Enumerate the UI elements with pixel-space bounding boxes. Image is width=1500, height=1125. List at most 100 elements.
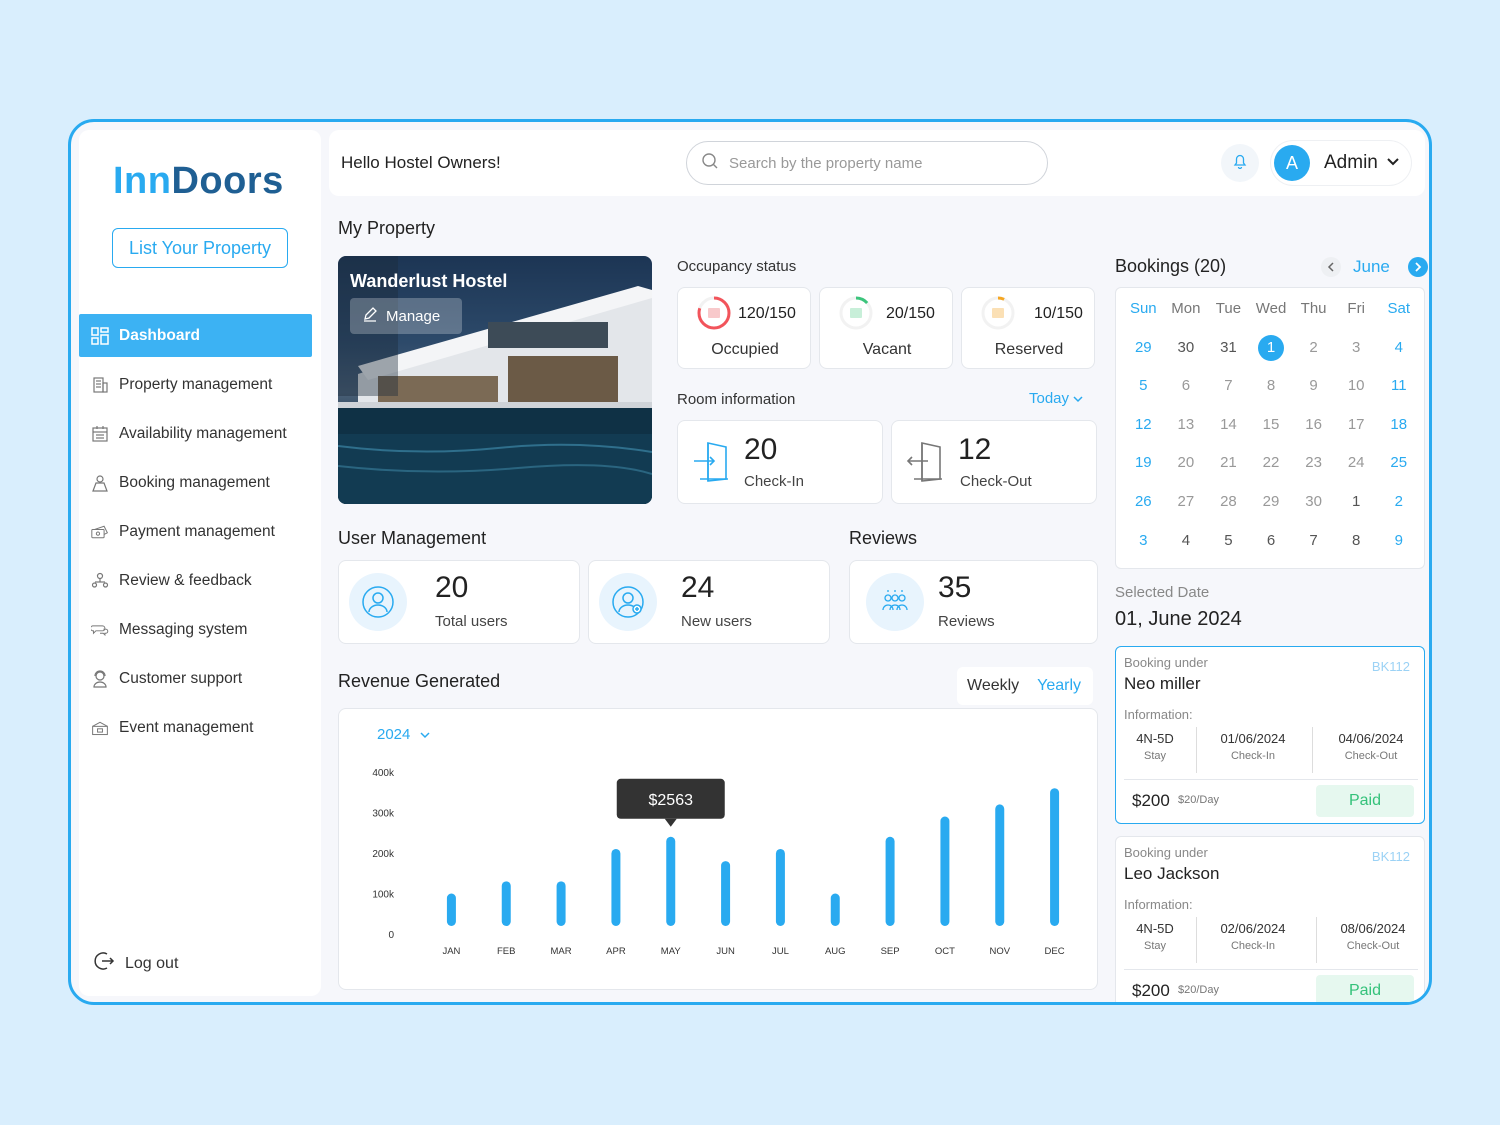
calendar-day[interactable]: 29 (1134, 338, 1152, 356)
calendar-day[interactable]: 2 (1394, 492, 1403, 510)
calendar-day[interactable]: 4 (1181, 531, 1191, 549)
calendar-day[interactable]: 12 (1134, 415, 1152, 433)
calendar-day[interactable]: 14 (1220, 415, 1237, 433)
calendar-day[interactable]: 6 (1181, 377, 1191, 395)
calendar-day[interactable]: 19 (1134, 454, 1152, 472)
reviews-card[interactable]: 35 Reviews (849, 560, 1098, 644)
bar-oct[interactable] (940, 816, 950, 926)
app-frame: InnDoors List Your Property Dashboard Pr… (68, 119, 1432, 1005)
reserved-card[interactable]: 10/150 Reserved (961, 287, 1095, 369)
x-tick-label: MAR (551, 946, 572, 957)
sidebar-item-availability-management[interactable]: Availability management (79, 412, 321, 455)
sidebar-item-property-management[interactable]: Property management (79, 363, 321, 406)
calendar-day[interactable]: 16 (1305, 415, 1322, 433)
calendar-day[interactable]: 24 (1347, 454, 1365, 472)
notification-button[interactable] (1221, 144, 1259, 182)
sidebar-item-event-management[interactable]: Event management (79, 706, 321, 749)
calendar-day[interactable]: 26 (1134, 492, 1152, 510)
checkin-card[interactable]: 20 Check-In (677, 420, 883, 504)
calendar-day[interactable]: 8 (1266, 377, 1276, 395)
calendar-day[interactable]: 28 (1220, 492, 1237, 510)
booking-card[interactable]: Booking under BK112 Leo Jackson Informat… (1115, 836, 1425, 1002)
calendar-day[interactable]: 27 (1177, 492, 1195, 510)
calendar-day[interactable]: 30 (1177, 338, 1195, 356)
next-month-button[interactable] (1408, 257, 1428, 277)
bar-sep[interactable] (885, 836, 895, 926)
calendar-day[interactable]: 6 (1266, 531, 1276, 549)
logout-button[interactable]: Log out (93, 950, 178, 977)
checkin-count: 20 (744, 433, 778, 466)
calendar-day[interactable]: 9 (1394, 531, 1403, 549)
total-users-card[interactable]: 20 Total users (338, 560, 580, 644)
calendar-day[interactable]: 20 (1177, 454, 1195, 472)
calendar-day[interactable]: 2 (1309, 338, 1318, 356)
calendar-day[interactable]: 18 (1390, 415, 1408, 433)
room-filter-dropdown[interactable]: Today (1029, 390, 1083, 407)
reserved-value: 10/150 (1034, 305, 1083, 322)
calendar-grid: Sun Mon Tue Wed Thu Fri Sat 29 30 31 1 2 3 4 5 6 7 8 9 10 11… (1122, 300, 1420, 570)
revenue-chart: 2024 0 100k 200k 300k 400k JAN FEB MAR APR MAY JUN… (338, 708, 1098, 990)
calendar-day[interactable]: 23 (1305, 454, 1322, 472)
booking-card[interactable]: Booking under BK112 Neo miller Informati… (1115, 646, 1425, 824)
checkout-card[interactable]: 12 Check-Out (891, 420, 1097, 504)
list-property-button[interactable]: List Your Property (112, 228, 288, 268)
sidebar-item-payment-management[interactable]: Payment management (79, 510, 321, 553)
building-icon (91, 376, 109, 394)
calendar-day[interactable]: 4 (1394, 338, 1403, 356)
calendar-day[interactable]: 1 (1352, 492, 1361, 510)
property-image[interactable]: Wanderlust Hostel Manage (338, 256, 652, 504)
calendar-day[interactable]: 1 (1250, 334, 1293, 361)
checkin-date: 01/06/2024 Check-In (1220, 731, 1286, 762)
bar-jan[interactable] (446, 893, 456, 927)
bar-nov[interactable] (995, 804, 1005, 926)
sidebar-item-booking-management[interactable]: Booking management (79, 461, 321, 504)
vacant-card[interactable]: 20/150 Vacant (819, 287, 953, 369)
bar-dec[interactable] (1050, 788, 1060, 926)
bar-feb[interactable] (501, 881, 511, 926)
reviews-label: Reviews (938, 613, 995, 630)
calendar-day[interactable]: 8 (1352, 531, 1361, 549)
calendar-day[interactable]: 5 (1139, 377, 1148, 395)
weekday-header: Wed (1255, 300, 1287, 317)
calendar-day[interactable]: 5 (1224, 531, 1233, 549)
calendar-day[interactable]: 3 (1139, 531, 1148, 549)
calendar-day[interactable]: 21 (1220, 454, 1237, 472)
calendar-day[interactable]: 29 (1262, 492, 1280, 510)
search-box[interactable] (686, 141, 1048, 185)
calendar-day[interactable]: 25 (1390, 454, 1408, 472)
bar-jun[interactable] (721, 861, 731, 926)
weekly-toggle[interactable]: Weekly (967, 677, 1020, 694)
bar-may[interactable] (666, 836, 676, 926)
selected-day[interactable]: 1 (1258, 334, 1285, 361)
calendar-day[interactable]: 15 (1262, 415, 1280, 433)
calendar-day[interactable]: 22 (1262, 454, 1280, 472)
bar-apr[interactable] (611, 848, 621, 926)
bar-jul[interactable] (775, 848, 785, 926)
manage-button[interactable]: Manage (350, 298, 462, 334)
calendar-day[interactable]: 13 (1177, 415, 1195, 433)
calendar-day[interactable]: 9 (1309, 377, 1318, 395)
brand-logo[interactable]: InnDoors (113, 160, 284, 202)
calendar-day[interactable]: 10 (1347, 377, 1365, 395)
sidebar-item-dashboard[interactable]: Dashboard (79, 314, 312, 357)
user-menu[interactable]: A Admin (1271, 141, 1411, 185)
sidebar-item-messaging-system[interactable]: Messaging system (79, 608, 321, 651)
calendar-day[interactable]: 3 (1352, 338, 1361, 356)
bar-mar[interactable] (556, 881, 566, 926)
yearly-toggle[interactable]: Yearly (1037, 677, 1082, 694)
occupied-card[interactable]: 120/150 Occupied (677, 287, 811, 369)
sidebar-item-review-feedback[interactable]: Review & feedback (79, 559, 321, 602)
bar-aug[interactable] (830, 893, 840, 927)
sidebar-item-customer-support[interactable]: Customer support (79, 657, 321, 700)
calendar-day[interactable]: 17 (1347, 415, 1365, 433)
calendar-day[interactable]: 7 (1309, 531, 1318, 549)
y-tick-label: 300k (372, 809, 395, 820)
new-users-card[interactable]: 24 New users (588, 560, 830, 644)
calendar-day[interactable]: 7 (1224, 377, 1233, 395)
calendar-day[interactable]: 11 (1390, 377, 1407, 395)
search-input[interactable] (729, 154, 1029, 172)
year-dropdown[interactable]: 2024 (377, 726, 430, 743)
prev-month-button[interactable] (1321, 257, 1341, 277)
calendar-day[interactable]: 30 (1305, 492, 1322, 510)
calendar-day[interactable]: 31 (1220, 338, 1237, 356)
